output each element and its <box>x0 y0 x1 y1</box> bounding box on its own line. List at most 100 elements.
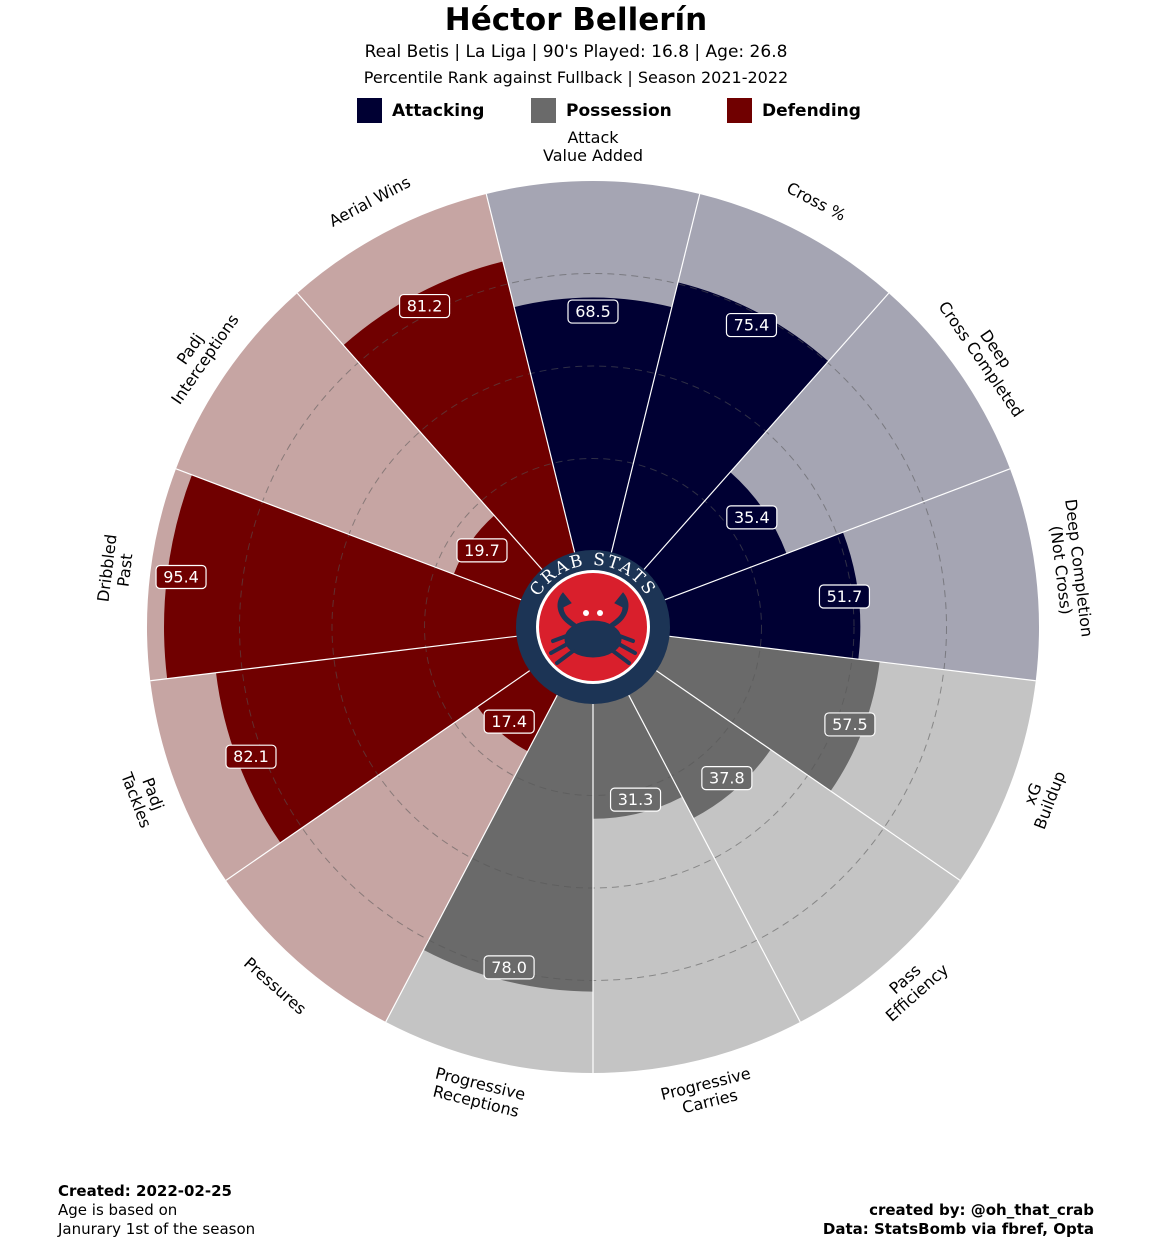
category-label-padj-tackles: PadjTackles <box>117 763 172 831</box>
value-label-box <box>824 712 876 737</box>
separator <box>485 193 576 554</box>
legend-label-possession: Possession <box>566 100 672 121</box>
value-label-text: 68.5 <box>575 302 611 321</box>
crab-icon <box>549 592 637 665</box>
age-note-line2: Janurary 1st of the season <box>58 1220 256 1238</box>
value-label-box <box>725 312 778 338</box>
bar-padj-tackles <box>215 636 531 843</box>
category-label-line: Cross % <box>783 178 849 225</box>
value-bars <box>164 261 880 992</box>
value-label-text: 37.8 <box>709 769 745 788</box>
category-label-progressive-carries: ProgressiveCarries <box>659 1064 757 1122</box>
value-label-box <box>155 564 207 590</box>
separator <box>627 694 801 1023</box>
value-label-padj-tackles: 82.1 <box>225 744 277 769</box>
bg-wedge-padj-interceptions <box>175 293 543 601</box>
separator <box>610 193 701 554</box>
legend-swatch-possession <box>531 98 556 123</box>
category-label-attack-value-added: Attack Value Added <box>543 128 643 165</box>
value-label-pass-efficiency: 37.8 <box>701 765 753 791</box>
bar-deep-cross-completed <box>643 472 787 601</box>
value-label-text: 82.1 <box>233 747 269 766</box>
bar-aerial-wins <box>343 261 575 571</box>
created-date: Created: 2022-02-25 <box>58 1182 232 1200</box>
category-label-dribbled-past: DribbledPast <box>94 533 139 605</box>
player-info-subtitle: Real Betis | La Liga | 90's Played: 16.8… <box>364 42 788 62</box>
value-label-box <box>483 709 535 734</box>
age-note-line1: Age is based on <box>58 1201 178 1219</box>
category-label-progressive-receptions: ProgressiveReceptions <box>429 1064 527 1122</box>
value-label-aerial-wins: 81.2 <box>398 293 451 319</box>
value-labels: 68.5 75.4 35.4 51.7 57.5 37.8 31.3 78.0 17.4 82.1… <box>155 293 876 980</box>
value-label-padj-interceptions: 19.7 <box>456 538 508 563</box>
value-label-deep-cross-completed: 35.4 <box>726 505 778 530</box>
category-label-pressures: Pressures <box>240 953 310 1018</box>
separator <box>663 468 1011 601</box>
comparison-subtitle: Percentile Rank against Fullback | Seaso… <box>363 68 789 87</box>
value-label-box <box>398 293 451 319</box>
data-source-text: Data: StatsBomb via fbref, Opta <box>822 1220 1094 1238</box>
separator <box>296 292 544 571</box>
category-label-line: Attack <box>567 128 619 147</box>
value-label-text: 35.4 <box>734 508 770 527</box>
value-label-text: 31.3 <box>618 790 654 809</box>
legend-item-possession: Possession <box>531 98 672 123</box>
value-label-box <box>456 538 508 563</box>
value-label-text: 17.4 <box>491 712 527 731</box>
value-label-attack-value-added: 68.5 <box>567 299 619 324</box>
value-label-cross: 75.4 <box>725 312 778 338</box>
value-label-dribbled-past: 95.4 <box>155 564 207 590</box>
wedge-separators <box>150 193 1036 1073</box>
separator <box>668 635 1036 682</box>
category-label-line: Aerial Wins <box>326 172 414 230</box>
category-label-line: Past <box>113 552 136 587</box>
bar-xg-buildup <box>655 636 880 792</box>
value-label-box <box>483 955 535 980</box>
credit-text: created by: @oh_that_crab <box>869 1201 1094 1219</box>
legend-item-defending: Defending <box>727 98 861 123</box>
value-label-box <box>609 787 662 812</box>
category-label-line: Value Added <box>543 146 643 165</box>
legend-item-attacking: Attacking <box>357 98 484 123</box>
value-label-text: 51.7 <box>827 587 863 606</box>
value-label-box <box>726 505 778 530</box>
crab-stats-logo: CRAB STATS <box>516 550 670 704</box>
legend-swatch-attacking <box>357 98 382 123</box>
separator <box>150 635 518 682</box>
separator <box>175 468 523 601</box>
value-label-progressive-receptions: 78.0 <box>483 955 535 980</box>
bar-cross <box>611 282 829 571</box>
legend-label-attacking: Attacking <box>392 100 485 121</box>
value-label-text: 75.4 <box>734 316 770 335</box>
value-label-xg-buildup: 57.5 <box>824 712 876 737</box>
value-label-text: 81.2 <box>407 297 443 316</box>
bar-progressive-receptions <box>423 694 593 992</box>
legend-label-defending: Defending <box>762 100 861 121</box>
category-label-line: Pressures <box>240 953 310 1018</box>
value-label-deep-completion-not-cross: 51.7 <box>818 584 871 609</box>
bar-attack-value-added <box>514 297 672 554</box>
value-label-text: 95.4 <box>163 567 199 586</box>
legend: Attacking Possession Defending <box>0 98 1152 126</box>
bg-wedge-pressures <box>225 670 558 1022</box>
bar-deep-completion-not-cross <box>664 532 861 660</box>
footer-right: created by: @oh_that_crab Data: StatsBom… <box>823 1201 1094 1239</box>
bar-dribbled-past <box>164 474 522 679</box>
separator <box>655 669 961 881</box>
category-label-cross: Cross % <box>783 178 849 225</box>
separator <box>385 694 559 1023</box>
legend-swatch-defending <box>727 98 752 123</box>
value-label-box <box>225 744 277 769</box>
category-label-deep-completion-not-cross: Deep Completion(Not Cross) <box>1043 498 1096 640</box>
value-label-box <box>567 299 619 324</box>
footer-left: Created: 2022-02-25 Age is based on Janu… <box>58 1182 255 1239</box>
value-label-box <box>818 584 871 609</box>
separator <box>642 292 890 571</box>
value-label-text: 57.5 <box>832 715 868 734</box>
value-label-text: 19.7 <box>464 541 500 560</box>
value-label-box <box>701 765 753 791</box>
separator <box>225 669 531 881</box>
value-label-text: 78.0 <box>491 958 527 977</box>
value-label-pressures: 17.4 <box>483 709 535 734</box>
